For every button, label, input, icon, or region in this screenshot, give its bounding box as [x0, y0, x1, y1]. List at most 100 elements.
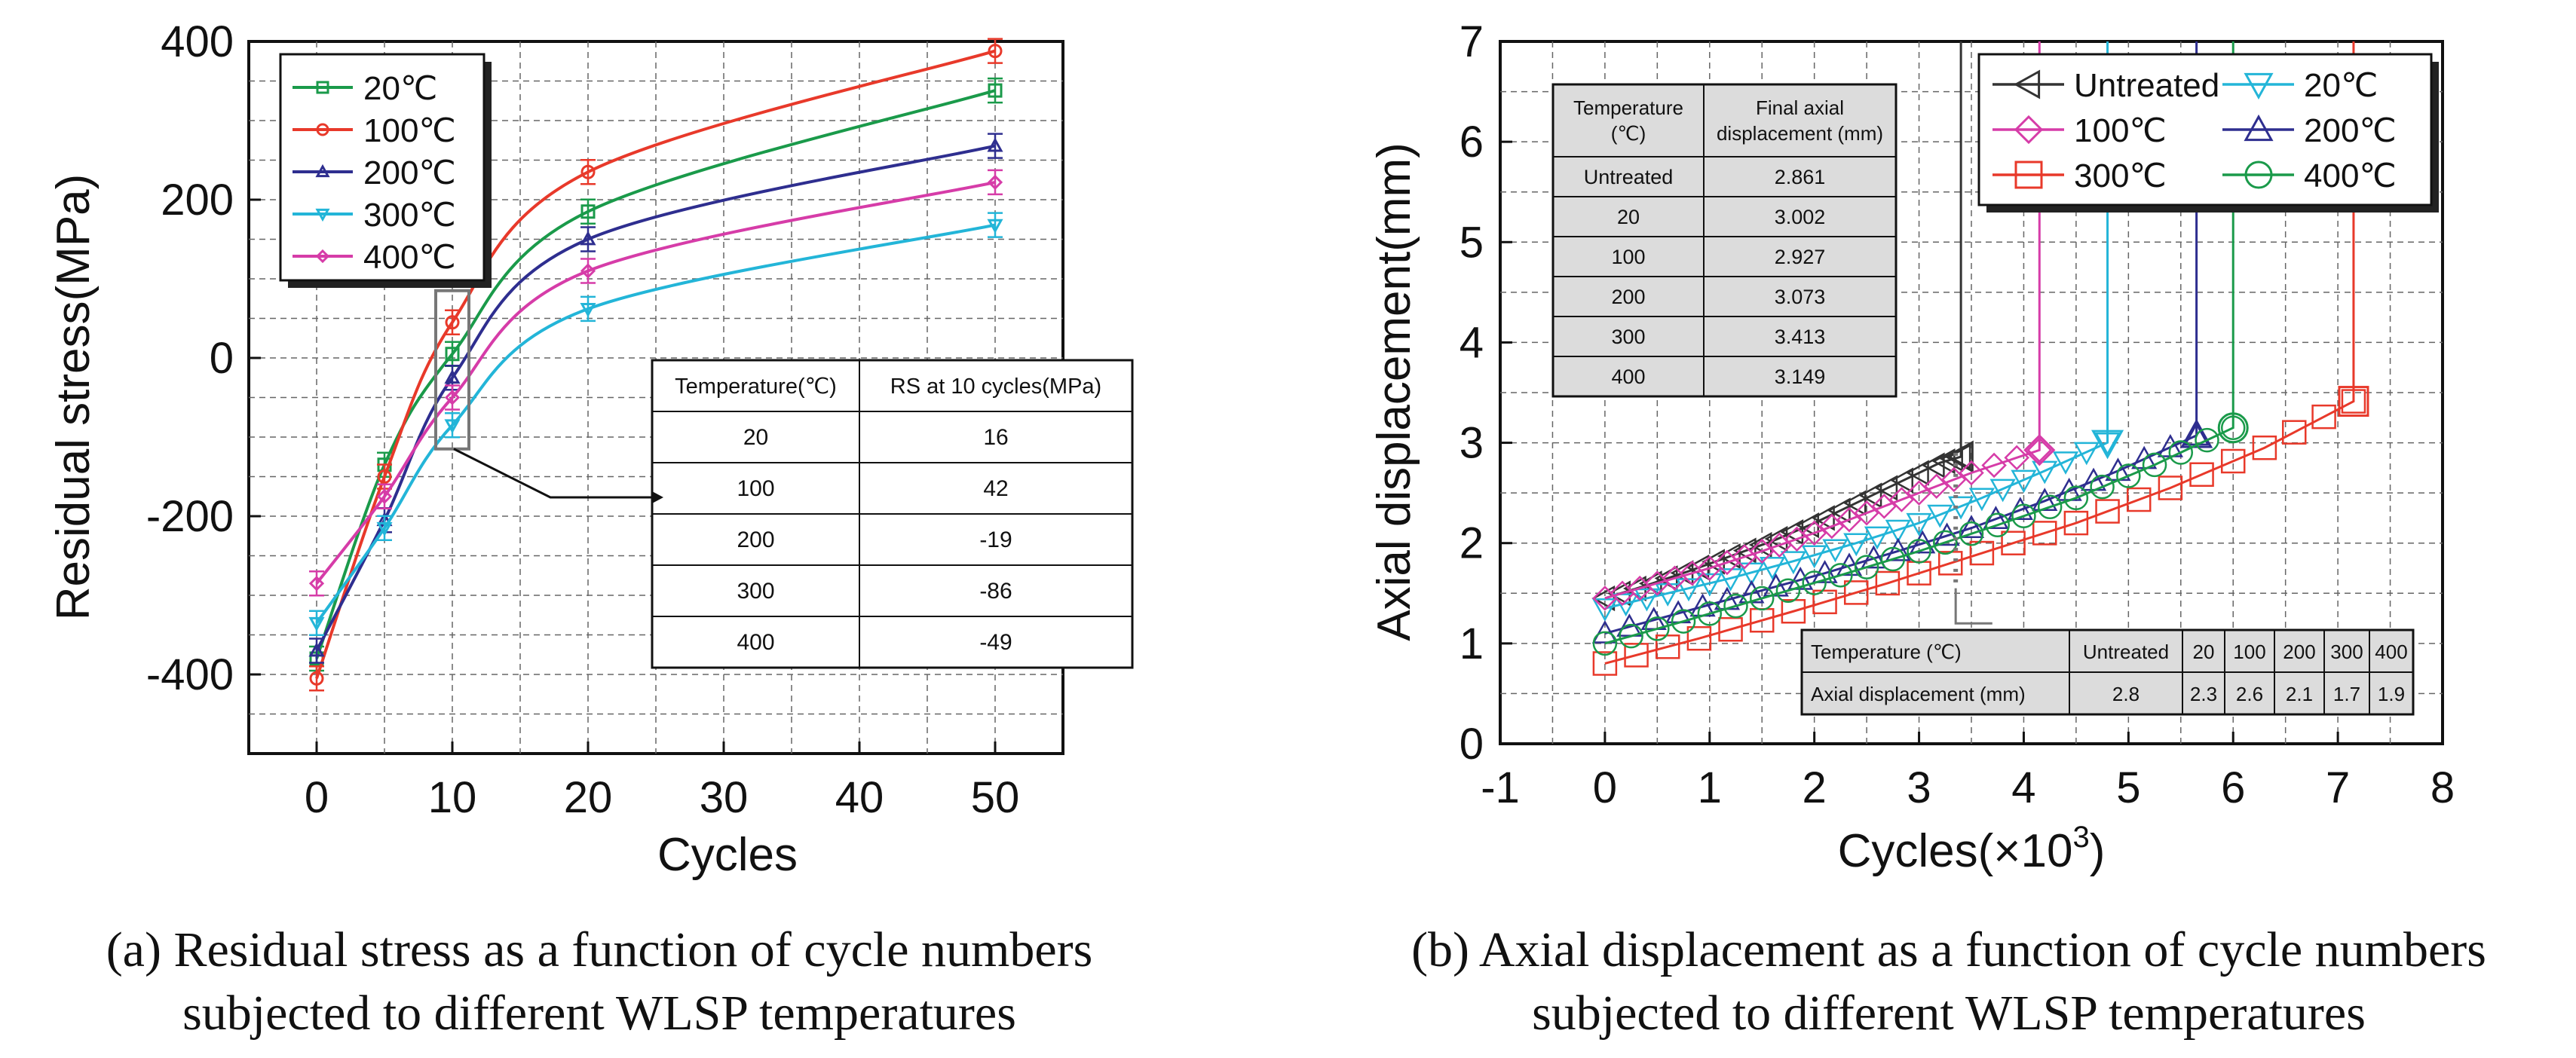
- legend-box-a: [279, 53, 485, 282]
- table-cell-b-top: 2.927: [1775, 246, 1826, 268]
- table-cell-b-bottom: 2.6: [2236, 683, 2263, 705]
- table-cell-b-top: 2.861: [1775, 166, 1826, 188]
- data-point-a: [580, 303, 596, 317]
- data-point-b: [2311, 404, 2336, 430]
- table-cell-a: 16: [983, 425, 1008, 450]
- table-row-label-b-bottom: Temperature (℃): [1811, 641, 1962, 663]
- data-point-b: [2195, 427, 2219, 453]
- callout-line-a: [453, 448, 652, 499]
- y-tick-label-b: 0: [1460, 720, 1484, 769]
- data-point-b: [1905, 460, 1929, 486]
- data-point-b: [1749, 586, 1775, 611]
- table-cell-b-top: 400: [1611, 365, 1645, 388]
- x-tick-label-b: 6: [2221, 763, 2245, 812]
- data-point-b: [1822, 539, 1849, 563]
- x-tick-label-b: 4: [2011, 763, 2035, 812]
- data-point-b-final: [1944, 440, 1974, 473]
- data-point-b: [1985, 512, 2010, 537]
- legend-marker-b: [2244, 161, 2273, 189]
- data-point-b: [1801, 545, 1827, 569]
- table-cell-a: -19: [979, 527, 1012, 552]
- ticks-a: 0 10 20 30 40 50 400 200 0 -200 -400: [146, 17, 1019, 822]
- legend-label-b: Untreated: [2074, 67, 2219, 104]
- x-tick-label-b: 3: [1907, 763, 1931, 812]
- series-b-5: [1592, 41, 2249, 656]
- x-axis-label-b-main: Cycles(×10: [1838, 825, 2073, 877]
- inset-table-b-bottom: Temperature (℃) Axial displacement (mm) Un…: [1800, 628, 2415, 716]
- series-line-b: [1604, 41, 2234, 645]
- legend-label-b: 20℃: [2304, 67, 2378, 104]
- data-point-a: [580, 231, 596, 246]
- x-tick-label-b: 5: [2116, 763, 2140, 812]
- data-point-b: [2168, 440, 2194, 465]
- data-point-b: [1802, 570, 1827, 595]
- legend-marker-a: [315, 249, 330, 264]
- inset-table-a: Temperature(℃) RS at 10 cycles(MPa) 20 16 10…: [651, 359, 1134, 669]
- x-tick-label-a: 40: [835, 773, 884, 822]
- data-point-b: [2004, 445, 2029, 471]
- table-header-b-top: Temperature: [1573, 96, 1683, 119]
- data-point-b: [1923, 473, 1950, 500]
- data-point-b: [1947, 443, 1971, 470]
- data-point-b: [2341, 389, 2366, 414]
- legend-marker-b: [2244, 114, 2274, 142]
- y-tick-label-a: 200: [161, 176, 234, 225]
- table-col-header-b-bottom: 400: [2375, 641, 2407, 663]
- data-point-b: [1624, 643, 1649, 668]
- series-line-a: [315, 89, 996, 659]
- data-point-a: [580, 164, 596, 179]
- callout-b: [1953, 452, 1992, 625]
- series-b-2: [1592, 41, 2056, 611]
- x-tick-label-b: 0: [1593, 763, 1617, 812]
- y-tick-label-b: 3: [1460, 419, 1484, 468]
- data-point-a: [377, 469, 392, 484]
- data-point-b: [2032, 521, 2057, 546]
- data-point-b: [1941, 466, 1967, 493]
- data-point-b: [1921, 452, 1945, 479]
- data-point-b: [2189, 462, 2214, 487]
- data-point-b: [1968, 488, 1996, 512]
- data-point-b: [1843, 533, 1870, 557]
- data-point-b: [1828, 563, 1853, 588]
- data-point-b: [2220, 415, 2246, 440]
- legend-label-b: 100℃: [2074, 112, 2167, 149]
- data-point-b: [1645, 616, 1670, 641]
- data-point-b: [2220, 448, 2246, 474]
- table-cell-b-top: Untreated: [1584, 166, 1674, 188]
- data-point-b: [2063, 510, 2089, 536]
- legend-label-a: 300℃: [363, 197, 456, 234]
- data-point-b: [1888, 487, 1915, 512]
- caption-a-line-1: (a) Residual stress as a function of cyc…: [106, 922, 1093, 977]
- data-point-a: [987, 137, 1003, 152]
- table-col-header-b-bottom: 300: [2330, 641, 2363, 663]
- series-b-1: [1591, 41, 2124, 622]
- x-axis-label-b: Cycles(×103): [1838, 821, 2106, 877]
- y-tick-label-b: 1: [1460, 619, 1484, 668]
- caption-b-line-1: (b) Axial displacement as a function of …: [1411, 922, 2486, 977]
- table-cell-b-top: 20: [1617, 206, 1640, 228]
- data-point-b: [1885, 537, 1911, 561]
- x-tick-label-b: 7: [2326, 763, 2350, 812]
- series-line-b: [1604, 41, 2109, 610]
- data-point-b: [1854, 555, 1879, 579]
- x-axis-label-a: Cycles: [657, 829, 798, 881]
- table-cell-b-top: 200: [1611, 286, 1645, 308]
- callout-arrow-a: [652, 491, 663, 503]
- table-cell-b-bottom: 2.1: [2286, 683, 2313, 705]
- data-point-b-final: [2023, 434, 2056, 466]
- data-point-b: [1880, 546, 1906, 572]
- y-tick-label-b: 4: [1460, 318, 1484, 367]
- legend-label-a: 200℃: [363, 154, 456, 191]
- series-line-b: [1604, 41, 2355, 665]
- data-point-b: [2073, 442, 2100, 466]
- table-col-header-b-bottom: 200: [2283, 641, 2315, 663]
- callout-line-b: [1954, 588, 1992, 625]
- data-point-b: [1875, 570, 1901, 596]
- data-point-b: [1836, 506, 1862, 533]
- table-cell-b-top: 3.149: [1775, 365, 1826, 388]
- data-point-b: [1933, 530, 1958, 555]
- legend-marker-a: [315, 208, 330, 222]
- data-point-b: [1827, 497, 1851, 524]
